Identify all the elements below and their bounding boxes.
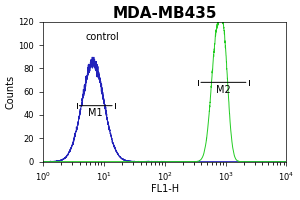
- Title: MDA-MB435: MDA-MB435: [112, 6, 217, 21]
- Text: M1: M1: [88, 108, 103, 118]
- Y-axis label: Counts: Counts: [6, 75, 16, 109]
- X-axis label: FL1-H: FL1-H: [151, 184, 179, 194]
- Text: M2: M2: [216, 85, 231, 95]
- Text: control: control: [86, 32, 119, 42]
